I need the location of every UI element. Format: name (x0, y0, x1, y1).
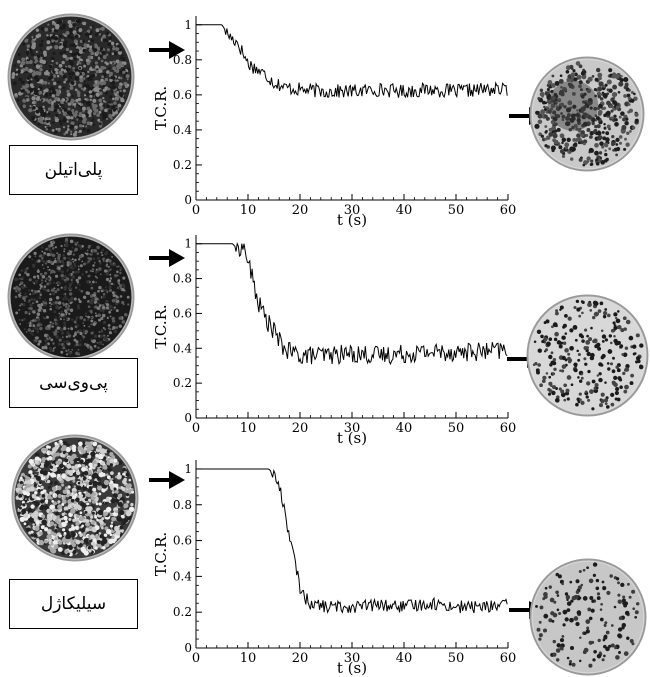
series-line (196, 24, 508, 99)
dish-after-2 (526, 294, 649, 417)
y-tick-label: 0.2 (173, 605, 192, 619)
y-tick-label: 0.2 (173, 158, 192, 172)
x-tick-label: 60 (500, 651, 517, 666)
dish-after-3 (529, 558, 647, 676)
x-tick-label: 30 (344, 203, 361, 218)
dish-before-3 (11, 434, 139, 562)
x-axis-label: t (s) (337, 211, 367, 229)
material-label-3: سیلیکاژل (9, 579, 138, 629)
chart-1: 0 10 20 30 40 50 60 0 0.2 0.4 0.6 0.8 1 t (s) T.C.R. (152, 16, 516, 229)
x-tick-label: 30 (344, 651, 361, 666)
y-tick-label: 0.8 (173, 272, 192, 286)
y-tick-label: 0.8 (173, 498, 192, 512)
x-tick-label: 40 (396, 203, 413, 218)
dish-texture (13, 237, 130, 356)
y-tick-label: 0.2 (173, 376, 192, 390)
x-tick-label: 60 (500, 203, 517, 218)
y-tick-label: 1 (184, 237, 192, 251)
x-tick-label: 20 (292, 651, 309, 666)
x-tick-label: 0 (192, 421, 200, 436)
y-tick-label: 0.4 (173, 341, 192, 355)
right-arrow-icon (149, 41, 185, 59)
x-tick-label: 40 (396, 421, 413, 436)
y-tick-label: 0.6 (173, 534, 192, 548)
dish-texture (11, 18, 131, 137)
y-tick-label: 0.4 (173, 569, 192, 583)
dish-before-1 (7, 13, 135, 141)
x-tick-label: 10 (240, 203, 257, 218)
arrow-in-3 (149, 471, 185, 489)
chart-2: 0 10 20 30 40 50 60 0 0.2 0.4 0.6 0.8 1 t (s) T.C.R. (152, 235, 516, 447)
y-tick-label: 0 (184, 641, 192, 655)
x-tick-label: 50 (448, 421, 465, 436)
dish-texture (535, 562, 640, 668)
arrow-in-2 (149, 249, 185, 267)
series-line (196, 468, 508, 614)
y-tick-label: 1 (184, 462, 192, 476)
dish-texture (532, 299, 644, 411)
series-line (196, 242, 508, 366)
dish-texture (534, 61, 639, 167)
dish-before-2 (7, 233, 135, 361)
x-tick-label: 50 (448, 651, 465, 666)
x-tick-label: 0 (192, 651, 200, 666)
x-tick-label: 50 (448, 203, 465, 218)
material-label-1: پلی‌اتیلن (9, 145, 138, 195)
right-arrow-icon (149, 471, 185, 489)
y-axis-label: T.C.R. (152, 532, 170, 576)
dish-texture (15, 439, 135, 557)
x-tick-label: 20 (292, 203, 309, 218)
y-axis-label: T.C.R. (152, 86, 170, 130)
right-arrow-icon (149, 249, 185, 267)
x-tick-label: 10 (240, 421, 257, 436)
y-tick-label: 0 (184, 193, 192, 207)
x-tick-label: 30 (344, 421, 361, 436)
y-tick-label: 0.6 (173, 88, 192, 102)
dish-after-1 (529, 56, 645, 172)
y-tick-label: 1 (184, 18, 192, 32)
x-tick-label: 40 (396, 651, 413, 666)
x-axis-label: t (s) (337, 659, 367, 677)
chart-row-1: پلی‌اتیلن 0 10 20 30 40 50 60 0 0.2 0.4 0.6 0.8 1 t (… (0, 0, 650, 229)
x-axis-label: t (s) (337, 429, 367, 447)
chart-3: 0 10 20 30 40 50 60 0 0.2 0.4 0.6 0.8 1 t (s) T.C.R. (152, 460, 516, 677)
x-tick-label: 60 (500, 421, 517, 436)
y-axis-label: T.C.R. (152, 304, 170, 348)
y-tick-label: 0.6 (173, 306, 192, 320)
y-tick-label: 0.4 (173, 123, 192, 137)
chart-row-2: پی‌وی‌سی 0 10 20 30 40 50 60 0 0.2 0.4 0.6 0.8 1 t (s… (0, 225, 650, 447)
y-tick-label: 0.8 (173, 53, 192, 67)
arrow-in-1 (149, 41, 185, 59)
material-label-2: پی‌وی‌سی (9, 358, 138, 408)
y-tick-label: 0 (184, 411, 192, 425)
x-tick-label: 0 (192, 203, 200, 218)
x-tick-label: 10 (240, 651, 257, 666)
chart-row-3: سیلیکاژل 0 10 20 30 40 50 60 0 0.2 0.4 0.6 0.8 1 t (s… (0, 434, 650, 677)
x-tick-label: 20 (292, 421, 309, 436)
